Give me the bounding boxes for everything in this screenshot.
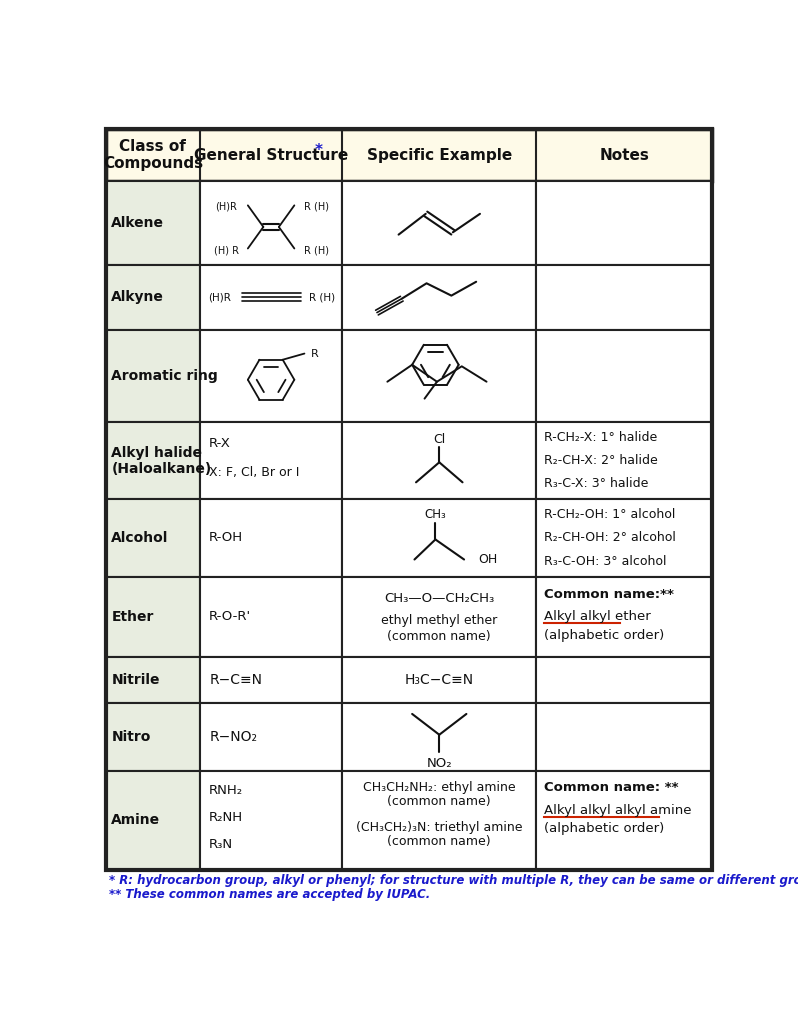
Text: R-X: R-X (209, 437, 231, 451)
Bar (106, 577, 200, 656)
Bar (536, 656, 712, 703)
Bar (106, 500, 200, 577)
Text: Common name: **: Common name: ** (544, 781, 678, 795)
Text: R₂-CH-X: 2° halide: R₂-CH-X: 2° halide (544, 455, 658, 467)
Bar (536, 181, 712, 265)
Text: Common name:**: Common name:** (544, 588, 674, 601)
Text: CH₃CH₂NH₂: ethyl amine: CH₃CH₂NH₂: ethyl amine (363, 781, 516, 795)
Bar (200, 500, 342, 577)
Text: Alkyl halide
(Haloalkane): Alkyl halide (Haloalkane) (112, 445, 211, 476)
Bar (536, 577, 712, 656)
Text: ** These common names are accepted by IUPAC.: ** These common names are accepted by IU… (109, 888, 430, 901)
Text: (CH₃CH₂)₃N: triethyl amine: (CH₃CH₂)₃N: triethyl amine (356, 821, 523, 834)
Bar (342, 656, 536, 703)
Text: R₃-C-OH: 3° alcohol: R₃-C-OH: 3° alcohol (544, 555, 666, 567)
Bar (200, 181, 342, 265)
Text: Alkyne: Alkyne (112, 290, 164, 304)
Text: X: F, Cl, Br or I: X: F, Cl, Br or I (209, 466, 299, 479)
Text: *: * (315, 143, 323, 158)
Bar (342, 577, 536, 656)
Text: ethyl methyl ether: ethyl methyl ether (381, 614, 497, 627)
Bar (200, 771, 342, 869)
Text: Alkyl alkyl ether: Alkyl alkyl ether (544, 610, 650, 624)
Bar (200, 265, 342, 330)
Text: Ether: Ether (112, 609, 154, 624)
Bar (106, 265, 200, 330)
Text: (H) R: (H) R (214, 245, 239, 255)
Text: H₃C−C≡N: H₃C−C≡N (405, 673, 474, 687)
Bar (536, 500, 712, 577)
Bar (536, 422, 712, 500)
Text: (alphabetic order): (alphabetic order) (544, 822, 664, 835)
Bar (106, 181, 200, 265)
Bar (106, 771, 200, 869)
Text: R (H): R (H) (303, 245, 329, 255)
Text: R-CH₂-OH: 1° alcohol: R-CH₂-OH: 1° alcohol (544, 508, 675, 521)
Text: CH₃: CH₃ (425, 508, 446, 521)
Text: General Structure: General Structure (194, 147, 348, 163)
Text: CH₃—O—CH₂CH₃: CH₃—O—CH₂CH₃ (384, 593, 495, 605)
Text: Alcohol: Alcohol (112, 530, 168, 545)
Text: Nitro: Nitro (112, 730, 151, 744)
Text: R−C≡N: R−C≡N (209, 673, 263, 687)
Bar (106, 129, 712, 181)
Bar (342, 181, 536, 265)
Bar (200, 577, 342, 656)
Text: (H)R: (H)R (215, 202, 237, 212)
Bar (106, 422, 200, 500)
Bar (200, 422, 342, 500)
Text: Notes: Notes (599, 147, 649, 163)
Text: R-CH₂-X: 1° halide: R-CH₂-X: 1° halide (544, 431, 658, 444)
Text: OH: OH (478, 553, 497, 566)
Bar (342, 265, 536, 330)
Text: RNH₂: RNH₂ (209, 784, 243, 798)
Text: (H)R: (H)R (208, 292, 231, 302)
Bar (106, 656, 200, 703)
Bar (342, 500, 536, 577)
Bar (106, 703, 200, 771)
Text: Amine: Amine (112, 813, 160, 827)
Text: (common name): (common name) (388, 795, 491, 808)
Text: R: R (310, 348, 318, 358)
Bar (200, 330, 342, 422)
Bar (536, 330, 712, 422)
Bar (200, 656, 342, 703)
Bar (342, 771, 536, 869)
Text: Alkene: Alkene (112, 216, 164, 230)
Bar (536, 265, 712, 330)
Bar (536, 703, 712, 771)
Text: (common name): (common name) (388, 630, 491, 643)
Text: R₂NH: R₂NH (209, 811, 243, 824)
Bar (536, 771, 712, 869)
Text: R₂-CH-OH: 2° alcohol: R₂-CH-OH: 2° alcohol (544, 531, 676, 545)
Text: (common name): (common name) (388, 835, 491, 848)
Text: Nitrile: Nitrile (112, 673, 160, 687)
Text: Class of
Compounds: Class of Compounds (103, 139, 203, 171)
Bar (342, 330, 536, 422)
Bar (106, 330, 200, 422)
Text: NO₂: NO₂ (426, 757, 452, 770)
Text: Specific Example: Specific Example (366, 147, 512, 163)
Text: R−NO₂: R−NO₂ (209, 730, 257, 744)
Bar (342, 422, 536, 500)
Text: Aromatic ring: Aromatic ring (112, 369, 218, 383)
Text: R (H): R (H) (309, 292, 335, 302)
Text: R-OH: R-OH (209, 531, 243, 545)
Text: Alkyl alkyl alkyl amine: Alkyl alkyl alkyl amine (544, 804, 692, 817)
Bar (342, 703, 536, 771)
Text: R (H): R (H) (303, 202, 329, 212)
Text: Cl: Cl (433, 433, 445, 445)
Text: R₃-C-X: 3° halide: R₃-C-X: 3° halide (544, 477, 648, 490)
Bar (200, 703, 342, 771)
Text: (alphabetic order): (alphabetic order) (544, 629, 664, 642)
Text: * R: hydrocarbon group, alkyl or phenyl; for structure with multiple R, they can: * R: hydrocarbon group, alkyl or phenyl;… (109, 874, 798, 887)
Text: R-O-R': R-O-R' (209, 610, 251, 624)
Text: R₃N: R₃N (209, 838, 233, 851)
